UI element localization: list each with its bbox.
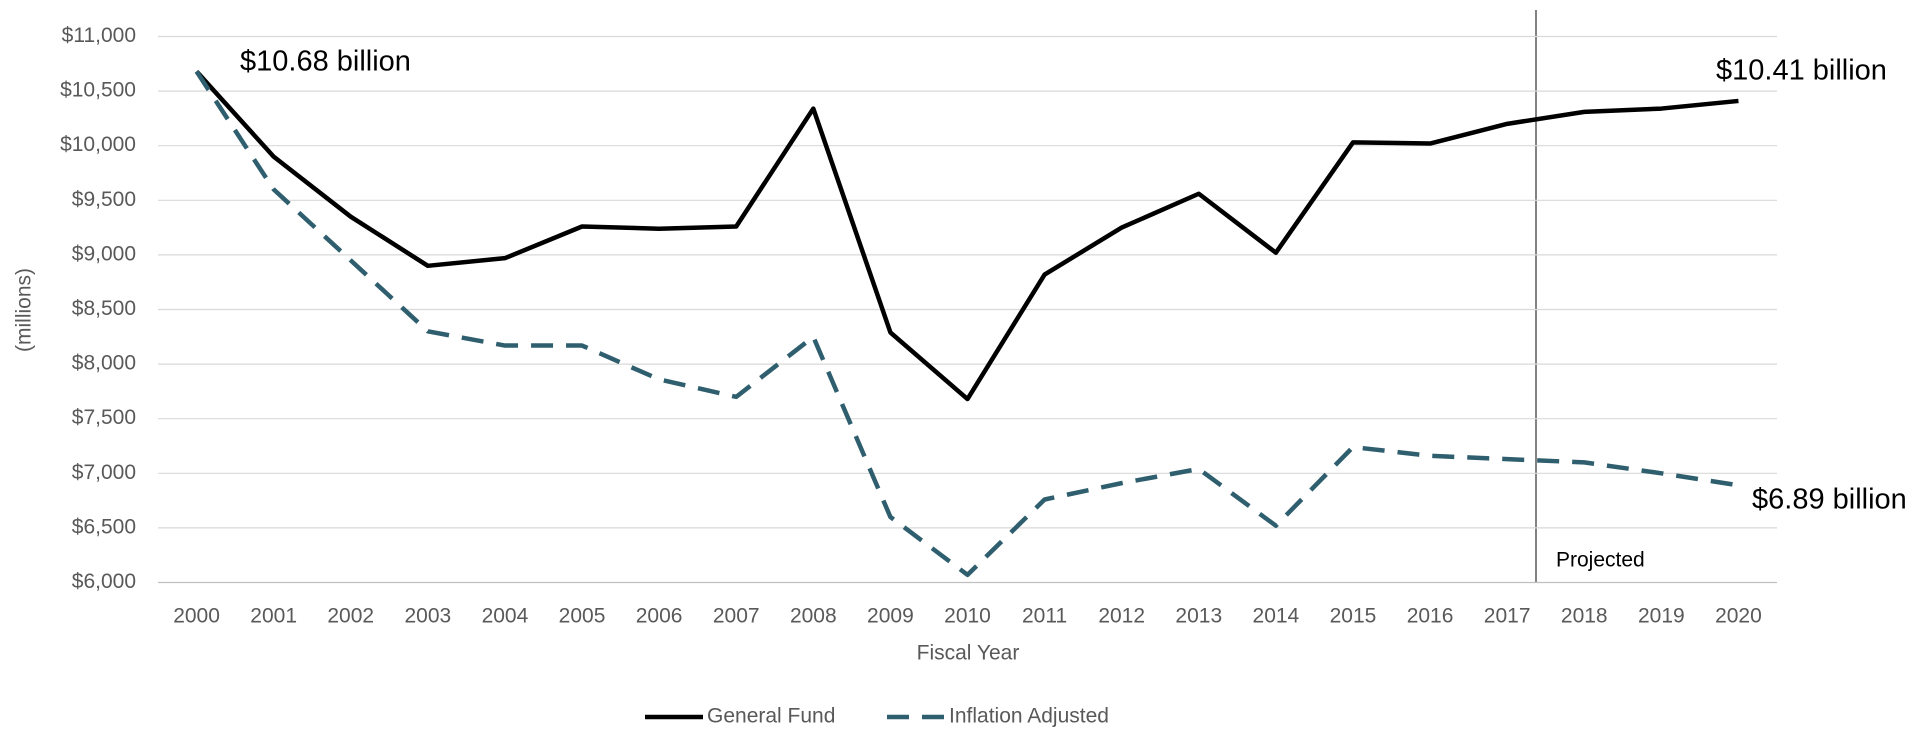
x-tick-label: 2005 xyxy=(559,605,606,628)
x-tick-label: 2004 xyxy=(482,605,529,628)
annotation: $10.41 billion xyxy=(1716,55,1887,87)
y-tick-label: $8,500 xyxy=(72,297,136,320)
x-tick-label: 2013 xyxy=(1175,605,1222,628)
x-tick-label: 2006 xyxy=(636,605,683,628)
x-tick-label: 2002 xyxy=(327,605,374,628)
x-axis-title: Fiscal Year xyxy=(917,642,1020,665)
y-tick-label: $7,500 xyxy=(72,406,136,429)
line-series xyxy=(194,70,1739,578)
y-tick-label: $7,000 xyxy=(72,461,136,484)
annotation: Projected xyxy=(1556,549,1645,572)
x-tick-label: 2011 xyxy=(1022,605,1067,628)
x-tick-label: 2019 xyxy=(1638,605,1685,628)
x-tick-label: 2014 xyxy=(1253,605,1300,628)
line-series xyxy=(194,69,1739,402)
y-tick-label: $11,000 xyxy=(62,24,136,47)
annotation: $6.89 billion xyxy=(1752,484,1907,516)
x-tick-label: 2015 xyxy=(1330,605,1377,628)
y-tick-label: $6,500 xyxy=(72,515,136,538)
x-tick-label: 2016 xyxy=(1407,605,1454,628)
x-tick-label: 2017 xyxy=(1484,605,1531,628)
x-tick-label: 2018 xyxy=(1561,605,1608,628)
y-tick-label: $10,500 xyxy=(60,79,136,102)
y-tick-label: $8,000 xyxy=(72,352,136,375)
x-tick-label: 2007 xyxy=(713,605,760,628)
x-tick-label: 2008 xyxy=(790,605,837,628)
x-tick-label: 2009 xyxy=(867,605,914,628)
x-tick-label: 2000 xyxy=(173,605,220,628)
x-tick-label: 2020 xyxy=(1715,605,1762,628)
x-tick-label: 2001 xyxy=(250,605,297,628)
x-tick-label: 2012 xyxy=(1098,605,1145,628)
y-tick-label: $9,000 xyxy=(72,242,136,265)
legend-label: General Fund xyxy=(707,705,835,728)
y-tick-label: $6,000 xyxy=(72,570,136,593)
y-tick-label: $10,000 xyxy=(60,133,136,156)
x-tick-label: 2010 xyxy=(944,605,991,628)
annotation: $10.68 billion xyxy=(240,46,411,78)
y-tick-label: $9,500 xyxy=(72,188,136,211)
legend-label: Inflation Adjusted xyxy=(949,705,1109,728)
y-axis-title: (millions) xyxy=(13,268,36,352)
x-tick-label: 2003 xyxy=(404,605,451,628)
